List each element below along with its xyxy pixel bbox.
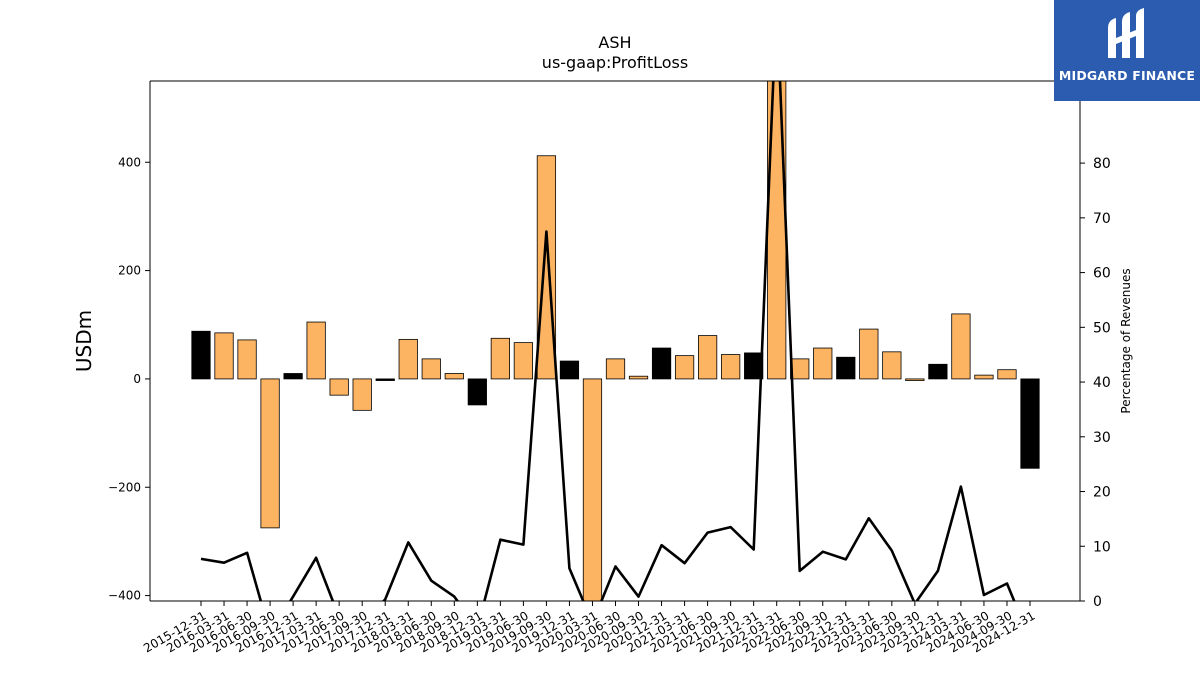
bar-2020-03-31 xyxy=(582,378,603,601)
bar-2024-03-31 xyxy=(951,313,971,380)
bar-2017-12-31 xyxy=(375,378,395,381)
bar-2024-09-30 xyxy=(997,369,1017,380)
bar-2018-06-30 xyxy=(421,358,441,380)
y-tick-label-left: 200 xyxy=(118,264,141,278)
y-tick-label-right: 70 xyxy=(1093,211,1111,227)
logo-mark-icon xyxy=(1108,8,1144,58)
y-tick-label-right: 0 xyxy=(1093,594,1102,610)
y-tick-label-right: 30 xyxy=(1093,430,1111,446)
bar-2022-09-30 xyxy=(813,347,833,380)
y-tick-label-right: 20 xyxy=(1093,485,1111,501)
bar-2023-03-31 xyxy=(859,328,879,380)
bar-2018-12-31 xyxy=(467,378,487,406)
bar-2023-09-30 xyxy=(905,378,925,381)
bar-2021-12-31 xyxy=(744,352,764,380)
bar-2017-09-30 xyxy=(352,378,372,411)
bar-2020-06-30 xyxy=(605,358,626,380)
y-tick-label-right: 40 xyxy=(1093,375,1111,391)
y-tick-label-left: −400 xyxy=(108,589,141,603)
bar-2016-09-30 xyxy=(260,378,280,529)
bars-group xyxy=(191,81,1040,601)
y-axis-label-left: USDm xyxy=(72,310,96,372)
bar-2022-06-30 xyxy=(790,358,810,380)
y-tick-label-right: 10 xyxy=(1093,539,1111,555)
bar-2017-06-30 xyxy=(329,378,349,396)
axes-group: −400−2000200400010203040506070802015-12-… xyxy=(108,80,1111,655)
bar-2017-03-31 xyxy=(306,321,326,380)
bar-2024-06-30 xyxy=(974,374,994,380)
bar-2019-12-31 xyxy=(559,360,580,380)
bar-2020-12-31 xyxy=(651,347,672,380)
chart-title: ASH xyxy=(598,33,631,52)
bar-2018-09-30 xyxy=(444,373,464,380)
y-tick-label-left: 400 xyxy=(118,155,141,169)
bar-2020-09-30 xyxy=(628,375,649,380)
bar-2019-09-30 xyxy=(536,155,557,380)
company-logo: MIDGARD FINANCE xyxy=(1054,0,1200,101)
bar-2018-03-31 xyxy=(398,338,418,380)
y-axis-label-right: Percentage of Revenues xyxy=(1119,268,1133,413)
line-series-group xyxy=(200,81,1016,601)
bar-2021-06-30 xyxy=(698,335,718,380)
bar-2015-12-31 xyxy=(191,330,211,380)
bar-2022-12-31 xyxy=(836,356,856,380)
bar-2016-03-31 xyxy=(214,332,234,380)
bar-2021-03-31 xyxy=(674,355,695,380)
bar-2019-03-31 xyxy=(490,337,510,380)
bar-2021-09-30 xyxy=(721,354,741,380)
bar-2023-06-30 xyxy=(882,351,902,380)
bar-2016-12-31 xyxy=(283,373,303,380)
bar-2023-12-31 xyxy=(928,363,948,380)
bar-2016-06-30 xyxy=(237,339,257,380)
bar-2019-06-30 xyxy=(513,342,534,380)
y-tick-label-left: −200 xyxy=(108,480,141,494)
y-tick-label-right: 60 xyxy=(1093,266,1111,282)
y-tick-label-right: 50 xyxy=(1093,320,1111,336)
chart-subtitle: us-gaap:ProfitLoss xyxy=(542,53,688,72)
y-tick-label-left: 0 xyxy=(133,372,141,386)
bar-2024-12-31 xyxy=(1020,378,1040,469)
y-tick-label-right: 80 xyxy=(1093,156,1111,172)
logo-text: MIDGARD FINANCE xyxy=(1058,68,1196,83)
percentage-line xyxy=(200,81,1016,601)
